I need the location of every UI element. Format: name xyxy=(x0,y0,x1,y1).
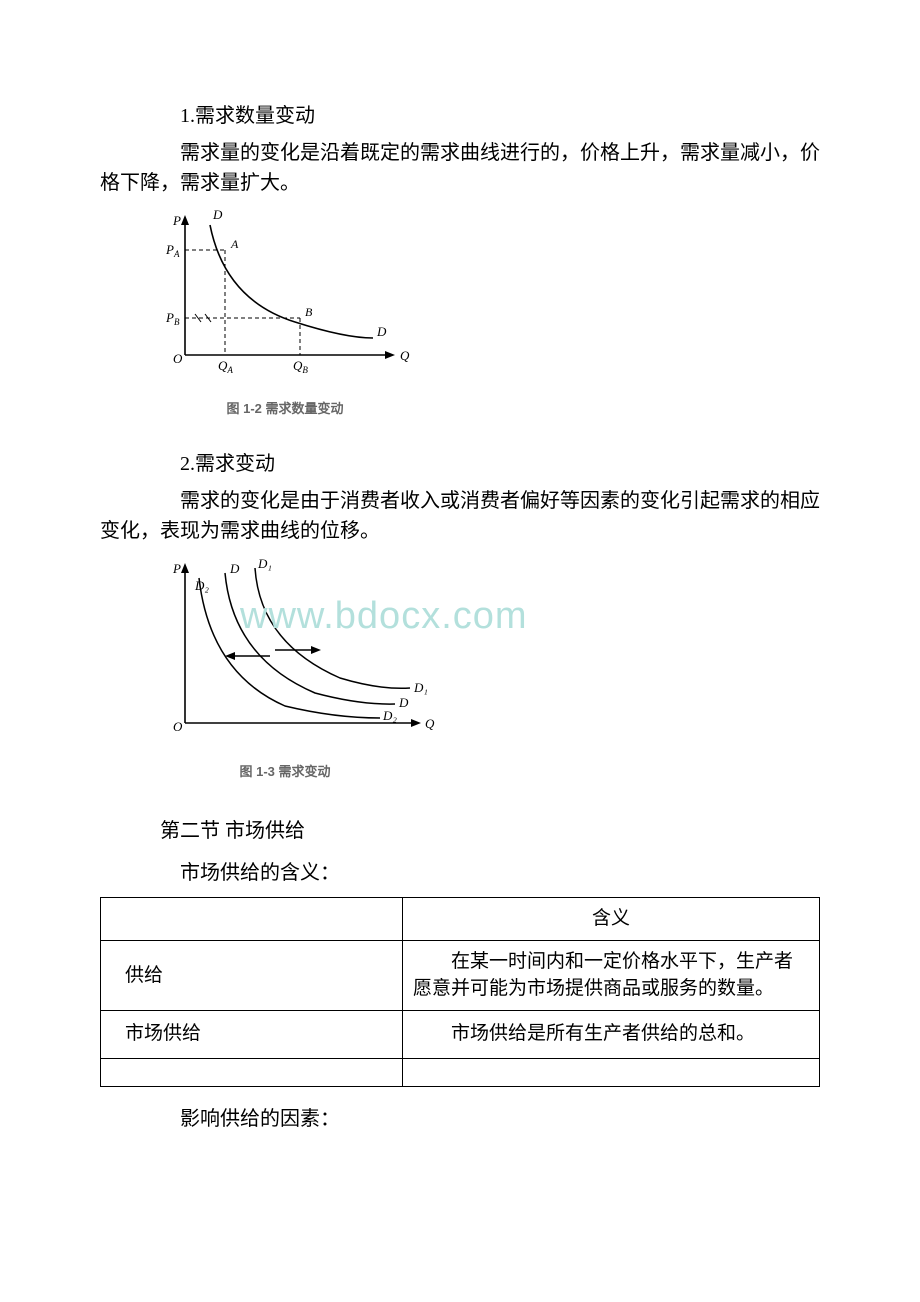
pb-label: PB xyxy=(165,310,180,327)
heading-demand-quantity: 1.需求数量变动 xyxy=(100,100,820,132)
table-header-right: 含义 xyxy=(402,897,819,941)
figure-1-3: www.bdocx.com P Q O D₂ D D₁ D₁ D D₂ 图 1-… xyxy=(155,558,820,783)
qa-label: QA xyxy=(218,358,233,375)
table-row xyxy=(101,1058,820,1086)
d2-right-label: D₂ xyxy=(382,708,397,723)
demand-quantity-chart: P Q O D D PA PB QA QB A B xyxy=(155,210,415,385)
table-cell-right: 市场供给是所有生产者供给的总和。 xyxy=(402,1011,819,1058)
point-b-label: B xyxy=(305,305,313,319)
body-demand-quantity: 需求量的变化是沿着既定的需求曲线进行的，价格上升，需求量减小，价格下降，需求量扩… xyxy=(100,138,820,198)
table-row: 含义 xyxy=(101,897,820,941)
qb-label: QB xyxy=(293,358,308,375)
pa-label: PA xyxy=(165,242,180,259)
origin-label: O xyxy=(173,351,183,366)
figure-1-3-caption: 图 1-3 需求变动 xyxy=(155,762,415,783)
axis-q-label-2: Q xyxy=(425,716,435,731)
section-2-subtitle: 市场供给的含义： xyxy=(100,857,820,889)
table-cell-left: 市场供给 xyxy=(101,1011,403,1058)
origin-label-2: O xyxy=(173,719,183,734)
d-top-label-2: D xyxy=(229,561,240,576)
table-cell-right: 在某一时间内和一定价格水平下，生产者愿意并可能为市场提供商品或服务的数量。 xyxy=(402,941,819,1011)
d1-top-label: D₁ xyxy=(257,558,272,571)
table-row: 市场供给 市场供给是所有生产者供给的总和。 xyxy=(101,1011,820,1058)
table-cell-empty xyxy=(402,1058,819,1086)
body-demand-shift: 需求的变化是由于消费者收入或消费者偏好等因素的变化引起需求的相应变化，表现为需求… xyxy=(100,486,820,546)
axis-p-label: P xyxy=(172,213,181,228)
table-header-left xyxy=(101,897,403,941)
d-right-label-2: D xyxy=(398,695,409,710)
heading-demand-shift: 2.需求变动 xyxy=(100,448,820,480)
point-a-label: A xyxy=(230,237,239,251)
figure-1-2-caption: 图 1-2 需求数量变动 xyxy=(155,399,415,420)
table-row: 供给 在某一时间内和一定价格水平下，生产者愿意并可能为市场提供商品或服务的数量。 xyxy=(101,941,820,1011)
d-right-label: D xyxy=(376,324,387,339)
d-top-label: D xyxy=(212,210,223,222)
figure-1-2: P Q O D D PA PB QA QB A B 图 1-2 需求数量变动 xyxy=(155,210,820,420)
d2-top-label: D₂ xyxy=(194,578,209,593)
supply-table: 含义 供给 在某一时间内和一定价格水平下，生产者愿意并可能为市场提供商品或服务的… xyxy=(100,897,820,1087)
d1-right-label: D₁ xyxy=(413,680,428,695)
axis-q-label: Q xyxy=(400,348,410,363)
section-2-title: 第二节 市场供给 xyxy=(100,815,820,847)
demand-shift-chart: P Q O D₂ D D₁ D₁ D D₂ xyxy=(155,558,445,748)
axis-p-label-2: P xyxy=(172,561,181,576)
table-cell-left: 供给 xyxy=(101,941,403,1011)
factors-heading: 影响供给的因素： xyxy=(100,1103,820,1135)
table-cell-empty xyxy=(101,1058,403,1086)
